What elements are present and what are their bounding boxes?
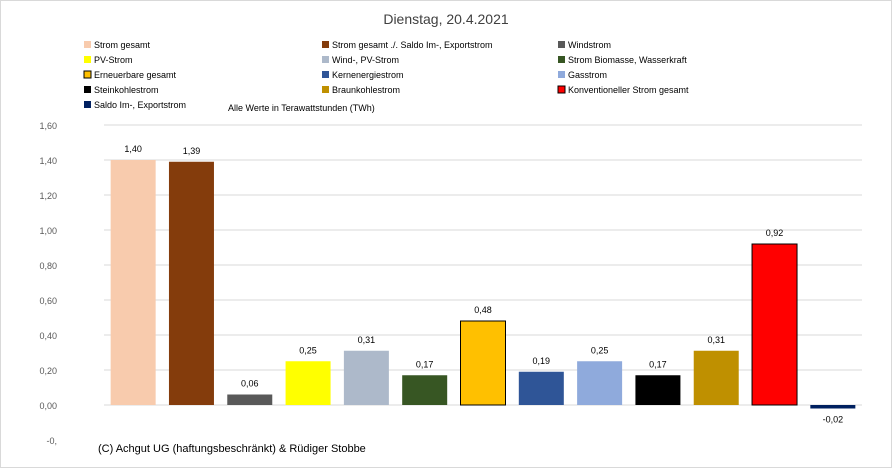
legend-swatch <box>558 41 565 48</box>
data-label: 0,06 <box>241 379 259 389</box>
bar <box>518 371 564 405</box>
legend-swatch <box>84 56 91 63</box>
legend-swatch <box>84 86 91 93</box>
bar <box>693 350 739 405</box>
data-label: -0,02 <box>823 415 844 425</box>
legend-entry: Konventioneller Strom gesamt <box>568 85 689 95</box>
legend-entry: Windstrom <box>568 40 611 50</box>
y-tick-label: 0,00 <box>39 401 57 411</box>
y-tick-label: 0,20 <box>39 366 57 376</box>
y-tick-label: 0,40 <box>39 331 57 341</box>
data-label: 1,40 <box>124 144 142 154</box>
legend-entry: Strom Biomasse, Wasserkraft <box>568 55 687 65</box>
legend-entry: Strom gesamt ./. Saldo Im-, Exportstrom <box>332 40 493 50</box>
legend-swatch <box>558 71 565 78</box>
y-tick-label: 0,80 <box>39 261 57 271</box>
bar <box>110 160 156 405</box>
legend: Strom gesamt Strom gesamt ./. Saldo Im-, … <box>83 40 689 110</box>
y-tick-label: 1,20 <box>39 191 57 201</box>
bar <box>577 361 623 405</box>
data-label: 0,92 <box>766 228 784 238</box>
legend-entry: Wind-, PV-Strom <box>332 55 399 65</box>
data-label: 0,31 <box>707 335 725 345</box>
legend-swatch <box>322 71 329 78</box>
legend-swatch <box>84 101 91 108</box>
legend-swatch <box>557 85 566 94</box>
bars <box>110 160 856 409</box>
legend-entry: PV-Strom <box>94 55 133 65</box>
legend-entry: Erneuerbare gesamt <box>94 70 177 80</box>
data-label: 0,19 <box>533 356 551 366</box>
y-tick-label: 1,60 <box>39 121 57 131</box>
bar <box>810 405 856 409</box>
bar <box>635 375 681 405</box>
bar <box>751 243 798 406</box>
legend-swatch <box>83 70 92 79</box>
data-label: 1,39 <box>183 146 201 156</box>
legend-entry: Saldo Im-, Exportstrom <box>94 100 186 110</box>
bar <box>227 394 273 405</box>
data-labels: 1,40 1,39 0,06 0,25 0,31 0,17 0,48 0,19 0,25 0,17… <box>124 144 843 425</box>
data-label: 0,31 <box>358 335 376 345</box>
legend-entry: Strom gesamt <box>94 40 151 50</box>
y-tick-label: 1,40 <box>39 156 57 166</box>
legend-swatch <box>322 41 329 48</box>
legend-entry: Kernenergiestrom <box>332 70 404 80</box>
y-tick-label: -0, <box>46 436 57 446</box>
legend-swatch <box>322 86 329 93</box>
legend-swatch <box>84 41 91 48</box>
data-label: 0,17 <box>416 359 434 369</box>
bar <box>168 161 214 405</box>
data-label: 0,25 <box>299 345 317 355</box>
chart-footer: (C) Achgut UG (haftungsbeschränkt) & Rüd… <box>98 443 366 455</box>
legend-entry: Gasstrom <box>568 70 607 80</box>
y-tick-label: 1,00 <box>39 226 57 236</box>
data-label: 0,25 <box>591 345 609 355</box>
legend-swatch <box>558 56 565 63</box>
bar <box>402 375 448 405</box>
data-label: 0,48 <box>474 305 492 315</box>
chart-title: Dienstag, 20.4.2021 <box>383 11 509 27</box>
legend-entry: Steinkohlestrom <box>94 85 159 95</box>
bar <box>460 320 506 406</box>
legend-swatch <box>322 56 329 63</box>
bar <box>285 361 331 405</box>
y-axis-ticks: 1,60 1,40 1,20 1,00 0,80 0,60 0,40 0,20 0,00 -0, <box>39 121 57 446</box>
legend-entry: Braunkohlestrom <box>332 85 400 95</box>
bar <box>343 350 389 405</box>
chart-subtitle: Alle Werte in Terawattstunden (TWh) <box>228 103 375 113</box>
data-label: 0,17 <box>649 359 667 369</box>
y-tick-label: 0,60 <box>39 296 57 306</box>
